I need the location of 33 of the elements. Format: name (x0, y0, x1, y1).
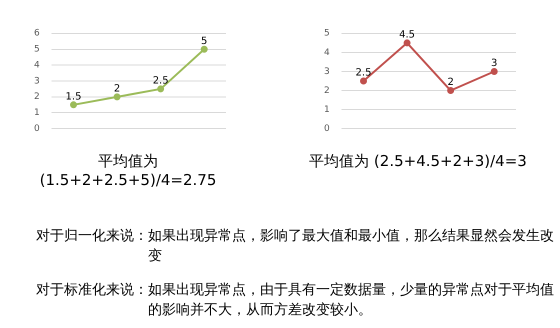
data-label: 3 (491, 58, 498, 70)
data-label: 2 (114, 83, 120, 94)
y-tick-label: 1 (324, 104, 330, 115)
y-tick-label: 0 (324, 124, 330, 134)
y-tick-label: 2 (324, 86, 330, 96)
y-tick-label: 1 (34, 108, 40, 118)
point (447, 87, 454, 94)
data-label: 2.5 (356, 68, 372, 79)
data-label: 1.5 (66, 91, 82, 102)
y-tick-label: 3 (324, 66, 330, 77)
y-tick-label: 5 (324, 28, 330, 39)
y-tick-label: 3 (34, 76, 40, 86)
point (490, 68, 498, 75)
y-tick-label: 0 (34, 124, 40, 134)
data-label: 5 (201, 36, 208, 47)
text: 平均值为(1.5+2+2.5+5)/4=2.75 (38, 152, 218, 189)
y-tick-label: 4 (34, 60, 40, 70)
text: 对于标准化来说：如果出现异常点，由于具有一定数据量，少量的异常点对于平均值的影响并不大，从而方差改变较小。 (36, 281, 555, 320)
y-tick-label: 6 (34, 28, 40, 39)
y-tick-label: 5 (34, 44, 40, 55)
text: 对于归一化来说：如果出现异常点，影响了最大值和最小值，那么结果显然会发生改变 (36, 227, 555, 266)
data-label: 2 (447, 77, 454, 88)
point (114, 93, 121, 100)
text: 平均值为 (2.5+4.5+2+3)/4=3 (308, 152, 528, 171)
data-label: 4.5 (399, 30, 416, 41)
point (157, 85, 164, 92)
y-tick-label: 2 (34, 92, 40, 102)
data-label: 2.5 (152, 76, 169, 87)
point (70, 101, 78, 108)
y-tick-label: 4 (324, 48, 330, 58)
point (404, 39, 411, 46)
point (200, 46, 208, 53)
point (360, 78, 368, 84)
